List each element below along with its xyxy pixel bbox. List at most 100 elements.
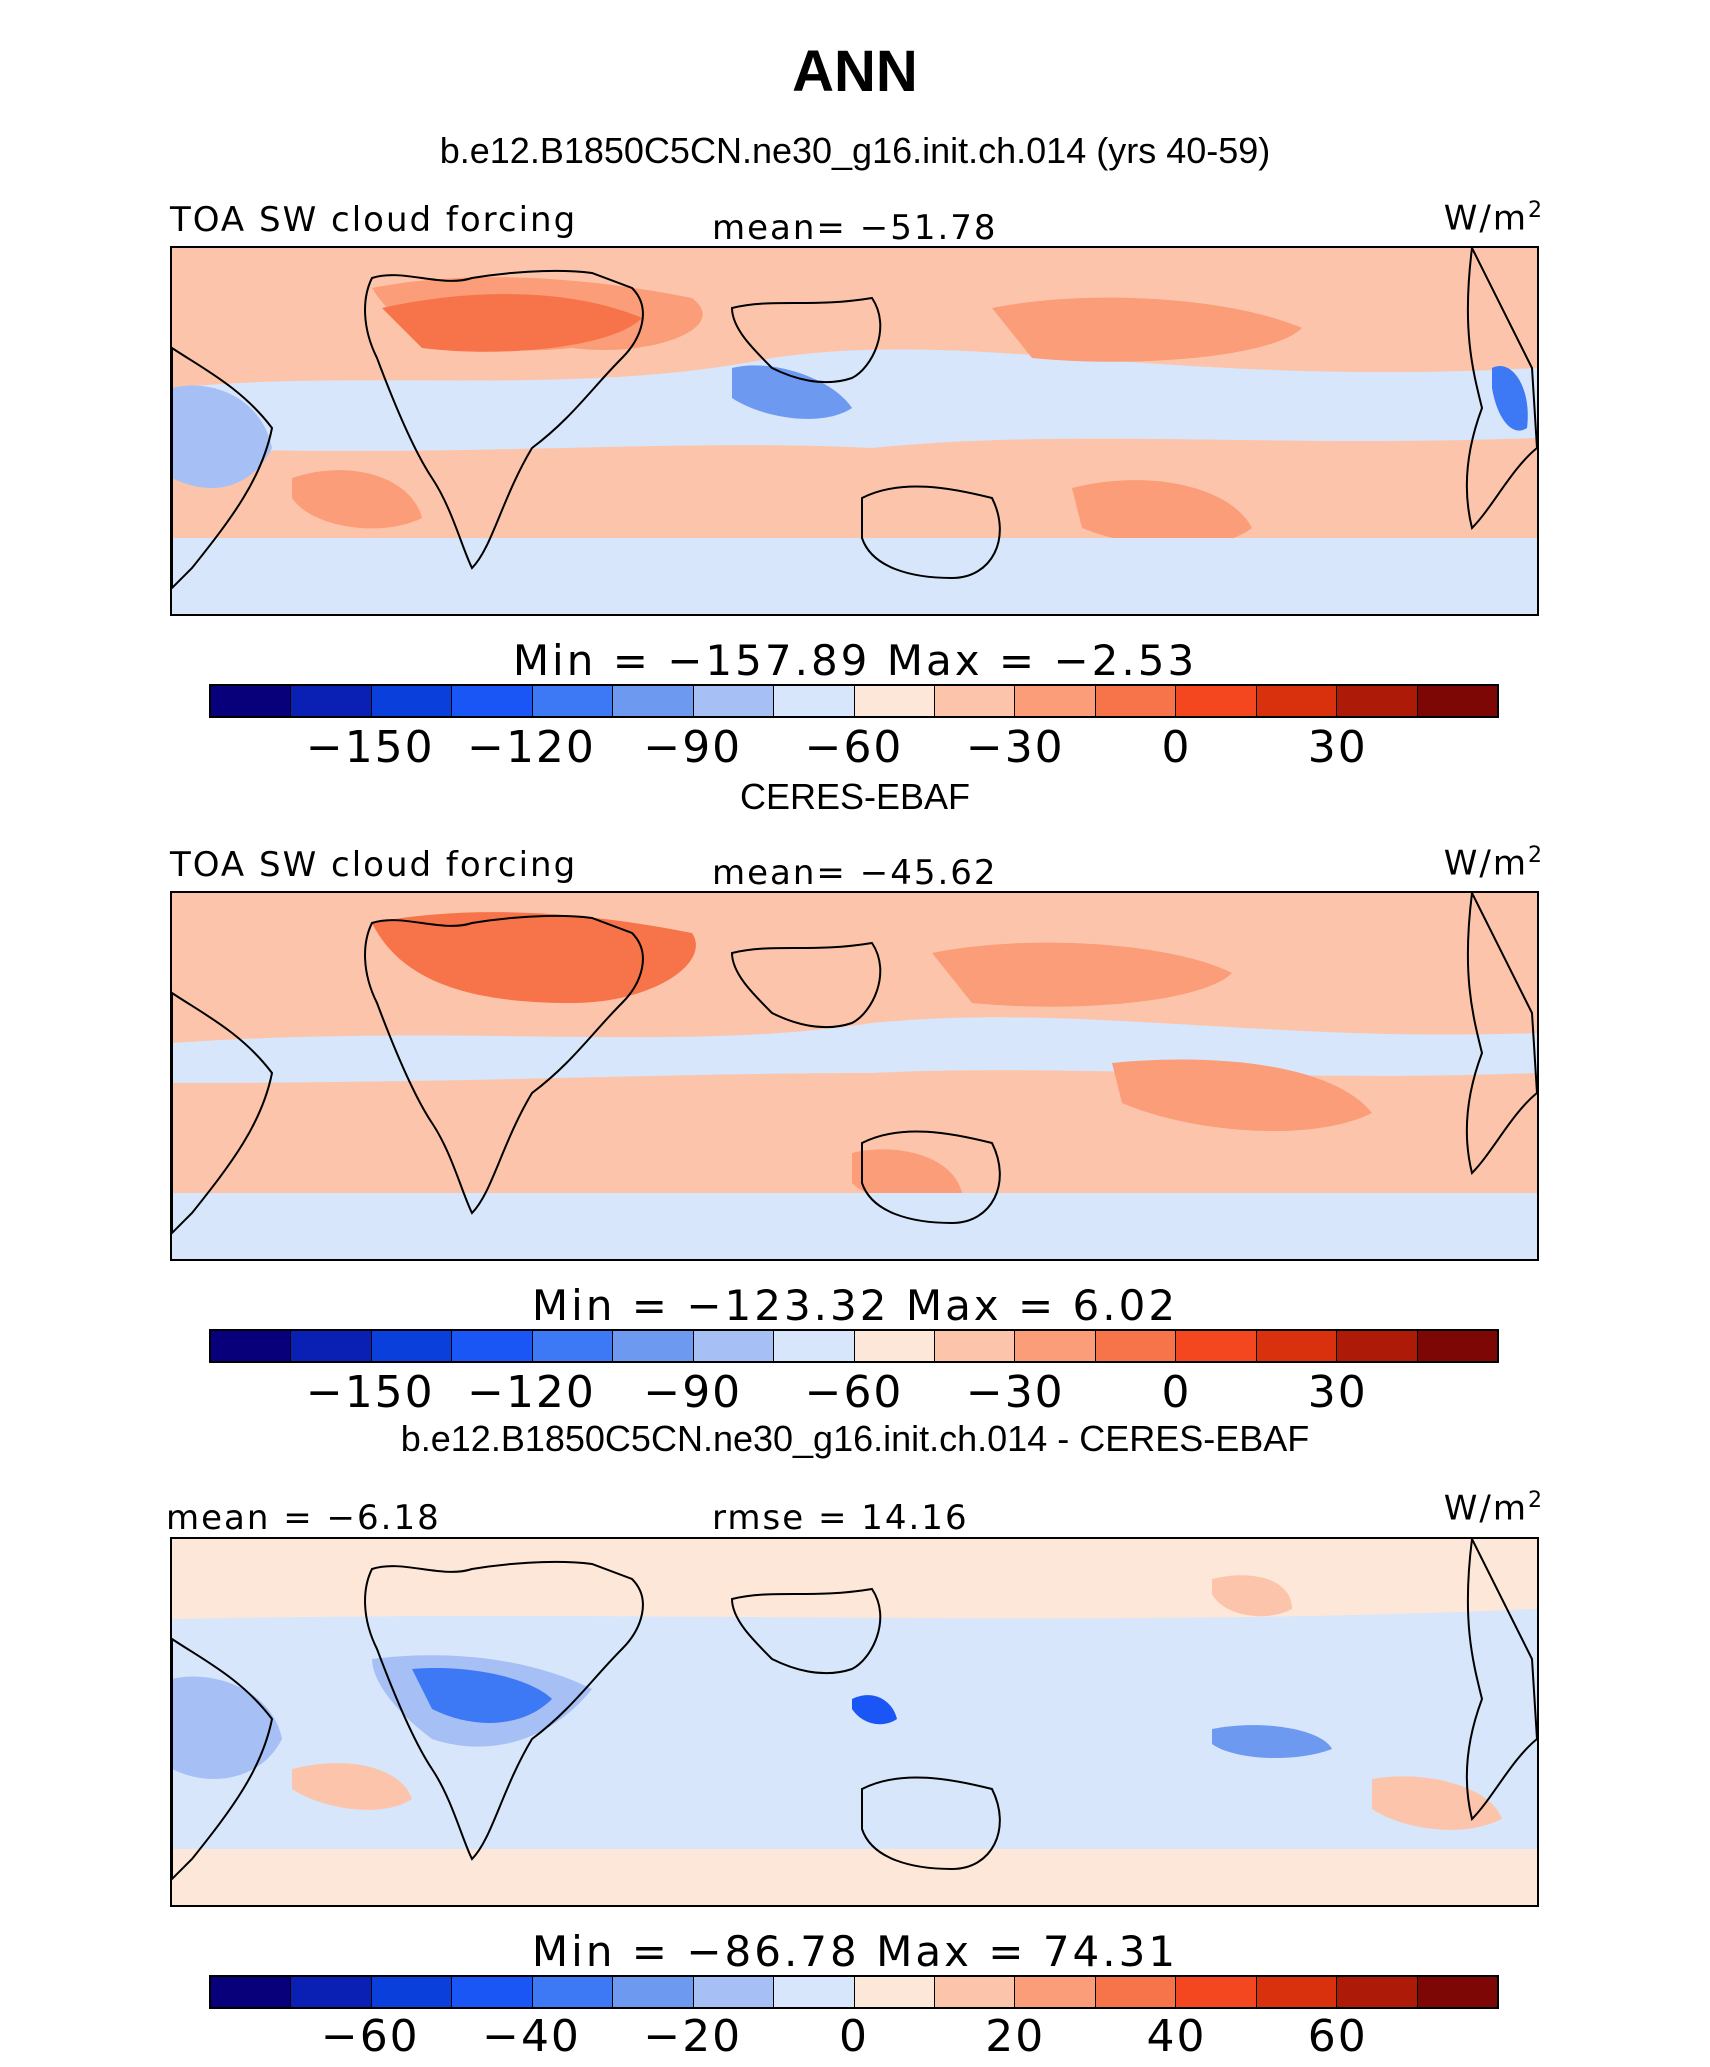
panel-3-colorbar-ticks: −60 −40 −20 0 20 40 60 [0,2011,1710,2067]
colorbar-tick-label: −30 [965,722,1065,773]
colorbar-tick-label: 30 [1307,722,1368,773]
panel-2-variable-label: TOA SW cloud forcing [170,845,578,885]
coastline [861,1776,1001,1871]
field-contour [292,470,422,529]
colorbar-tick-label: 60 [1307,2011,1368,2062]
field-contour [172,1193,1537,1259]
field-contour [412,1668,552,1723]
colorbar-swatch [854,1977,935,2007]
coastline [1465,248,1537,530]
colorbar-swatch [613,1977,694,2007]
colorbar-tick-label: 0 [839,2011,869,2062]
colorbar-swatch [371,1331,453,1361]
colorbar-swatch [1095,686,1177,716]
colorbar-swatch [774,1331,855,1361]
colorbar-tick-label: −90 [643,1367,743,1418]
field-contour [172,1539,1537,1619]
panel-3-title: b.e12.B1850C5CN.ne30_g16.init.ch.014 - C… [400,1418,1310,1459]
colorbar-swatch [532,1977,614,2007]
panel-2-minmax: Min = −123.32 Max = 6.02 [531,1281,1179,1330]
colorbar-tick-label: −60 [804,1367,904,1418]
colorbar-swatch [532,1331,614,1361]
coastline [730,1587,882,1675]
colorbar-tick-label: −30 [965,1367,1065,1418]
colorbar-swatch [1015,686,1096,716]
colorbar-swatch [774,1977,855,2007]
field-contour [992,297,1302,362]
colorbar-swatch [1256,1331,1338,1361]
colorbar-swatch [693,1977,775,2007]
coastline [730,941,882,1029]
colorbar-swatch [291,686,372,716]
colorbar-swatch [774,686,855,716]
colorbar-swatch [693,686,775,716]
field-contour [172,385,272,488]
colorbar-swatch [854,686,935,716]
colorbar-swatch [1417,1977,1497,2007]
colorbar-swatch [211,1331,292,1361]
colorbar-swatch [854,1331,935,1361]
field-contour [382,294,642,352]
colorbar-swatch [1256,686,1338,716]
colorbar-swatch [1417,686,1497,716]
field-contour [1212,1725,1332,1759]
field-contour [1492,366,1528,431]
coastline [364,269,644,570]
colorbar-tick-label: −120 [467,722,596,773]
colorbar-tick-label: 20 [985,2011,1046,2062]
field-contour [1112,1059,1372,1132]
colorbar-swatch [934,686,1016,716]
colorbar-swatch [211,686,292,716]
coastline [1465,1539,1537,1821]
colorbar-tick-label: −150 [305,1367,435,1418]
coastline [172,1637,274,1881]
colorbar-swatch [291,1977,372,2007]
coastline [1465,893,1537,1175]
panel-2-mean-label: mean= −45.62 [712,853,998,893]
field-contour [372,912,696,1003]
colorbar-swatch [371,1977,453,2007]
field-contour [172,349,1537,451]
colorbar-swatch [1015,1331,1096,1361]
colorbar-tick-label: 0 [1161,1367,1192,1418]
colorbar-swatch [1337,686,1418,716]
colorbar-tick-label: −20 [643,2011,743,2062]
colorbar-swatch [452,1977,533,2007]
panel-1-map [170,246,1539,616]
panel-2-title: CERES-EBAF [739,776,971,817]
colorbar-tick-label: 40 [1146,2011,1207,2062]
colorbar-tick-label: −90 [643,722,743,773]
colorbar-swatch [452,686,533,716]
coastline [172,991,274,1235]
colorbar-tick-label: −60 [320,2011,420,2062]
colorbar-swatch [1256,1977,1338,2007]
colorbar-tick-label: −150 [305,722,435,773]
colorbar-tick-label: 30 [1307,1367,1368,1418]
coastline [730,296,882,384]
field-contour [932,942,1232,1007]
coastline [172,346,274,590]
colorbar-swatch [1417,1331,1497,1361]
colorbar-swatch [1337,1331,1418,1361]
coastline [861,1130,1001,1225]
field-contour [732,365,852,419]
colorbar-swatch [1095,1331,1177,1361]
colorbar-swatch [291,1331,372,1361]
coastline [861,485,1001,580]
colorbar-swatch [693,1331,775,1361]
panel-1-units: W/m2 [1443,198,1544,239]
panel-2-map [170,891,1539,1261]
field-contour [292,1763,412,1810]
panel-3-rmse-label: rmse = 14.16 [712,1498,969,1538]
panel-1-variable-label: TOA SW cloud forcing [170,200,578,240]
colorbar-swatch [613,1331,694,1361]
panel-2-units: W/m2 [1443,843,1544,884]
colorbar-swatch [1015,1977,1096,2007]
panel-1-colorbar [209,684,1499,718]
panel-2-colorbar [209,1329,1499,1363]
colorbar-swatch [934,1331,1016,1361]
colorbar-swatch [934,1977,1016,2007]
panel-1-colorbar-ticks: −150 −120 −90 −60 −30 0 30 [0,722,1710,778]
panel-3-colorbar [209,1975,1499,2009]
field-contour [1372,1776,1502,1830]
